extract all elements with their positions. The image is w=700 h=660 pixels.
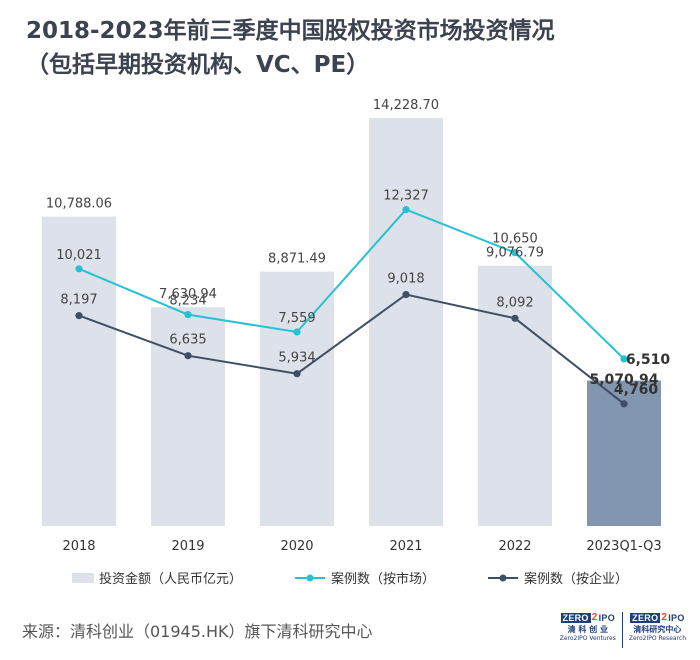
market-cases-point-2023Q1-Q3 (620, 355, 628, 363)
bar-label-2018: 10,788.06 (46, 197, 112, 212)
enterprise-cases-line (78, 293, 625, 405)
zero2ipo-ventures-logo: ZERO 2 IPO 清 科 创 业 Zero2IPO Ventures (560, 612, 616, 642)
bar-series (42, 118, 661, 526)
market-label-2023Q1-Q3: 6,510 (626, 352, 671, 368)
logo-brand: ZERO (560, 612, 591, 623)
logo-en-text: Zero2IPO Ventures (559, 635, 616, 642)
legend-marker-market (306, 574, 314, 582)
bar-2021 (369, 118, 443, 526)
legend-swatch-amount (72, 573, 94, 583)
x-tick-2022: 2022 (498, 539, 531, 554)
market-label-2018: 10,021 (56, 248, 102, 263)
logo-suffix: IPO (598, 612, 616, 623)
chart-title-line1: 2018-2023年前三季度中国股权投资市场投资情况 (26, 18, 555, 44)
x-tick-2020: 2020 (280, 539, 313, 554)
enterprise-label-2022: 8,092 (496, 295, 533, 310)
enterprise-cases-point-2022 (511, 314, 519, 322)
logo-mark: 2 (661, 612, 668, 623)
bar-2019 (151, 307, 225, 526)
legend-label-market: 案例数（按市场） (331, 571, 435, 587)
market-cases-line (78, 208, 625, 360)
enterprise-label-2018: 8,197 (60, 293, 97, 308)
enterprise-label-2019: 6,635 (169, 333, 206, 348)
logo-group: ZERO 2 IPO 清 科 创 业 Zero2IPO Ventures ZER… (560, 612, 686, 648)
market-cases-point-2018 (75, 265, 83, 273)
legend-marker-enterprise (499, 574, 507, 582)
logo-cn-text: 清 科 创 业 (567, 625, 608, 634)
market-cases-point-2019 (184, 311, 192, 319)
logo-en-text: Zero2IPO Research (628, 635, 686, 642)
enterprise-cases-point-2019 (184, 352, 192, 360)
x-tick-2018: 2018 (62, 539, 95, 554)
market-label-2019: 8,234 (169, 294, 206, 309)
enterprise-cases-point-2018 (75, 312, 83, 320)
chart-title: 2018-2023年前三季度中国股权投资市场投资情况 （包括早期投资机构、VC、… (26, 14, 686, 82)
legend-label-amount: 投资金额（人民币亿元） (99, 571, 242, 587)
market-cases-point-2020 (293, 328, 301, 336)
x-tick-2021: 2021 (389, 539, 422, 554)
enterprise-cases-point-2023Q1-Q3 (620, 400, 628, 408)
logo-brand: ZERO (630, 612, 661, 623)
market-cases-point-2022 (511, 249, 519, 257)
market-cases-point-2021 (402, 206, 410, 214)
logo-divider (621, 612, 623, 648)
enterprise-label-2021: 9,018 (387, 272, 424, 287)
enterprise-cases-point-2021 (402, 290, 410, 299)
enterprise-label-2023Q1-Q3: 4,760 (614, 382, 659, 398)
enterprise-cases-point-2020 (293, 370, 301, 378)
x-tick-2023Q1-Q3: 2023Q1-Q3 (586, 539, 661, 554)
logo-suffix: IPO (668, 612, 685, 623)
logo-cn-text: 清科研究中心 (633, 625, 682, 634)
bar-label-2023Q1-Q3: 5,070.94 (589, 372, 658, 388)
market-label-2022: 10,650 (492, 232, 538, 247)
logo-mark: 2 (591, 612, 598, 623)
line-series (75, 206, 628, 408)
zero2ipo-research-logo: ZERO 2 IPO 清科研究中心 Zero2IPO Research (629, 612, 686, 642)
market-label-2021: 12,327 (383, 189, 429, 204)
bar-2018 (42, 216, 116, 526)
bar-2020 (260, 271, 334, 526)
bar-label-2022: 9,076.79 (486, 246, 544, 261)
data-labels: 10,788.06 7,630.94 8,871.49 14,228.70 9,076.… (46, 98, 670, 398)
enterprise-label-2020: 5,934 (278, 351, 315, 366)
market-label-2020: 7,559 (278, 311, 315, 326)
x-tick-2019: 2019 (171, 539, 204, 554)
chart-area: 10,788.06 7,630.94 8,871.49 14,228.70 9,076.… (42, 98, 670, 587)
source-note: 来源：清科创业（01945.HK）旗下清科研究中心 (22, 622, 373, 641)
chart-title-line2: （包括早期投资机构、VC、PE） (26, 52, 370, 78)
bar-label-2021: 14,228.70 (373, 98, 439, 113)
x-axis-ticks: 2018 2019 2020 2021 2022 2023Q1-Q3 (62, 539, 661, 554)
bar-2022 (478, 265, 552, 526)
legend: 投资金额（人民币亿元） 案例数（按市场） 案例数（按企业） (72, 571, 628, 587)
bar-label-2020: 8,871.49 (268, 252, 326, 267)
bar-label-2019: 7,630.94 (159, 287, 217, 302)
legend-label-enterprise: 案例数（按企业） (524, 571, 628, 587)
